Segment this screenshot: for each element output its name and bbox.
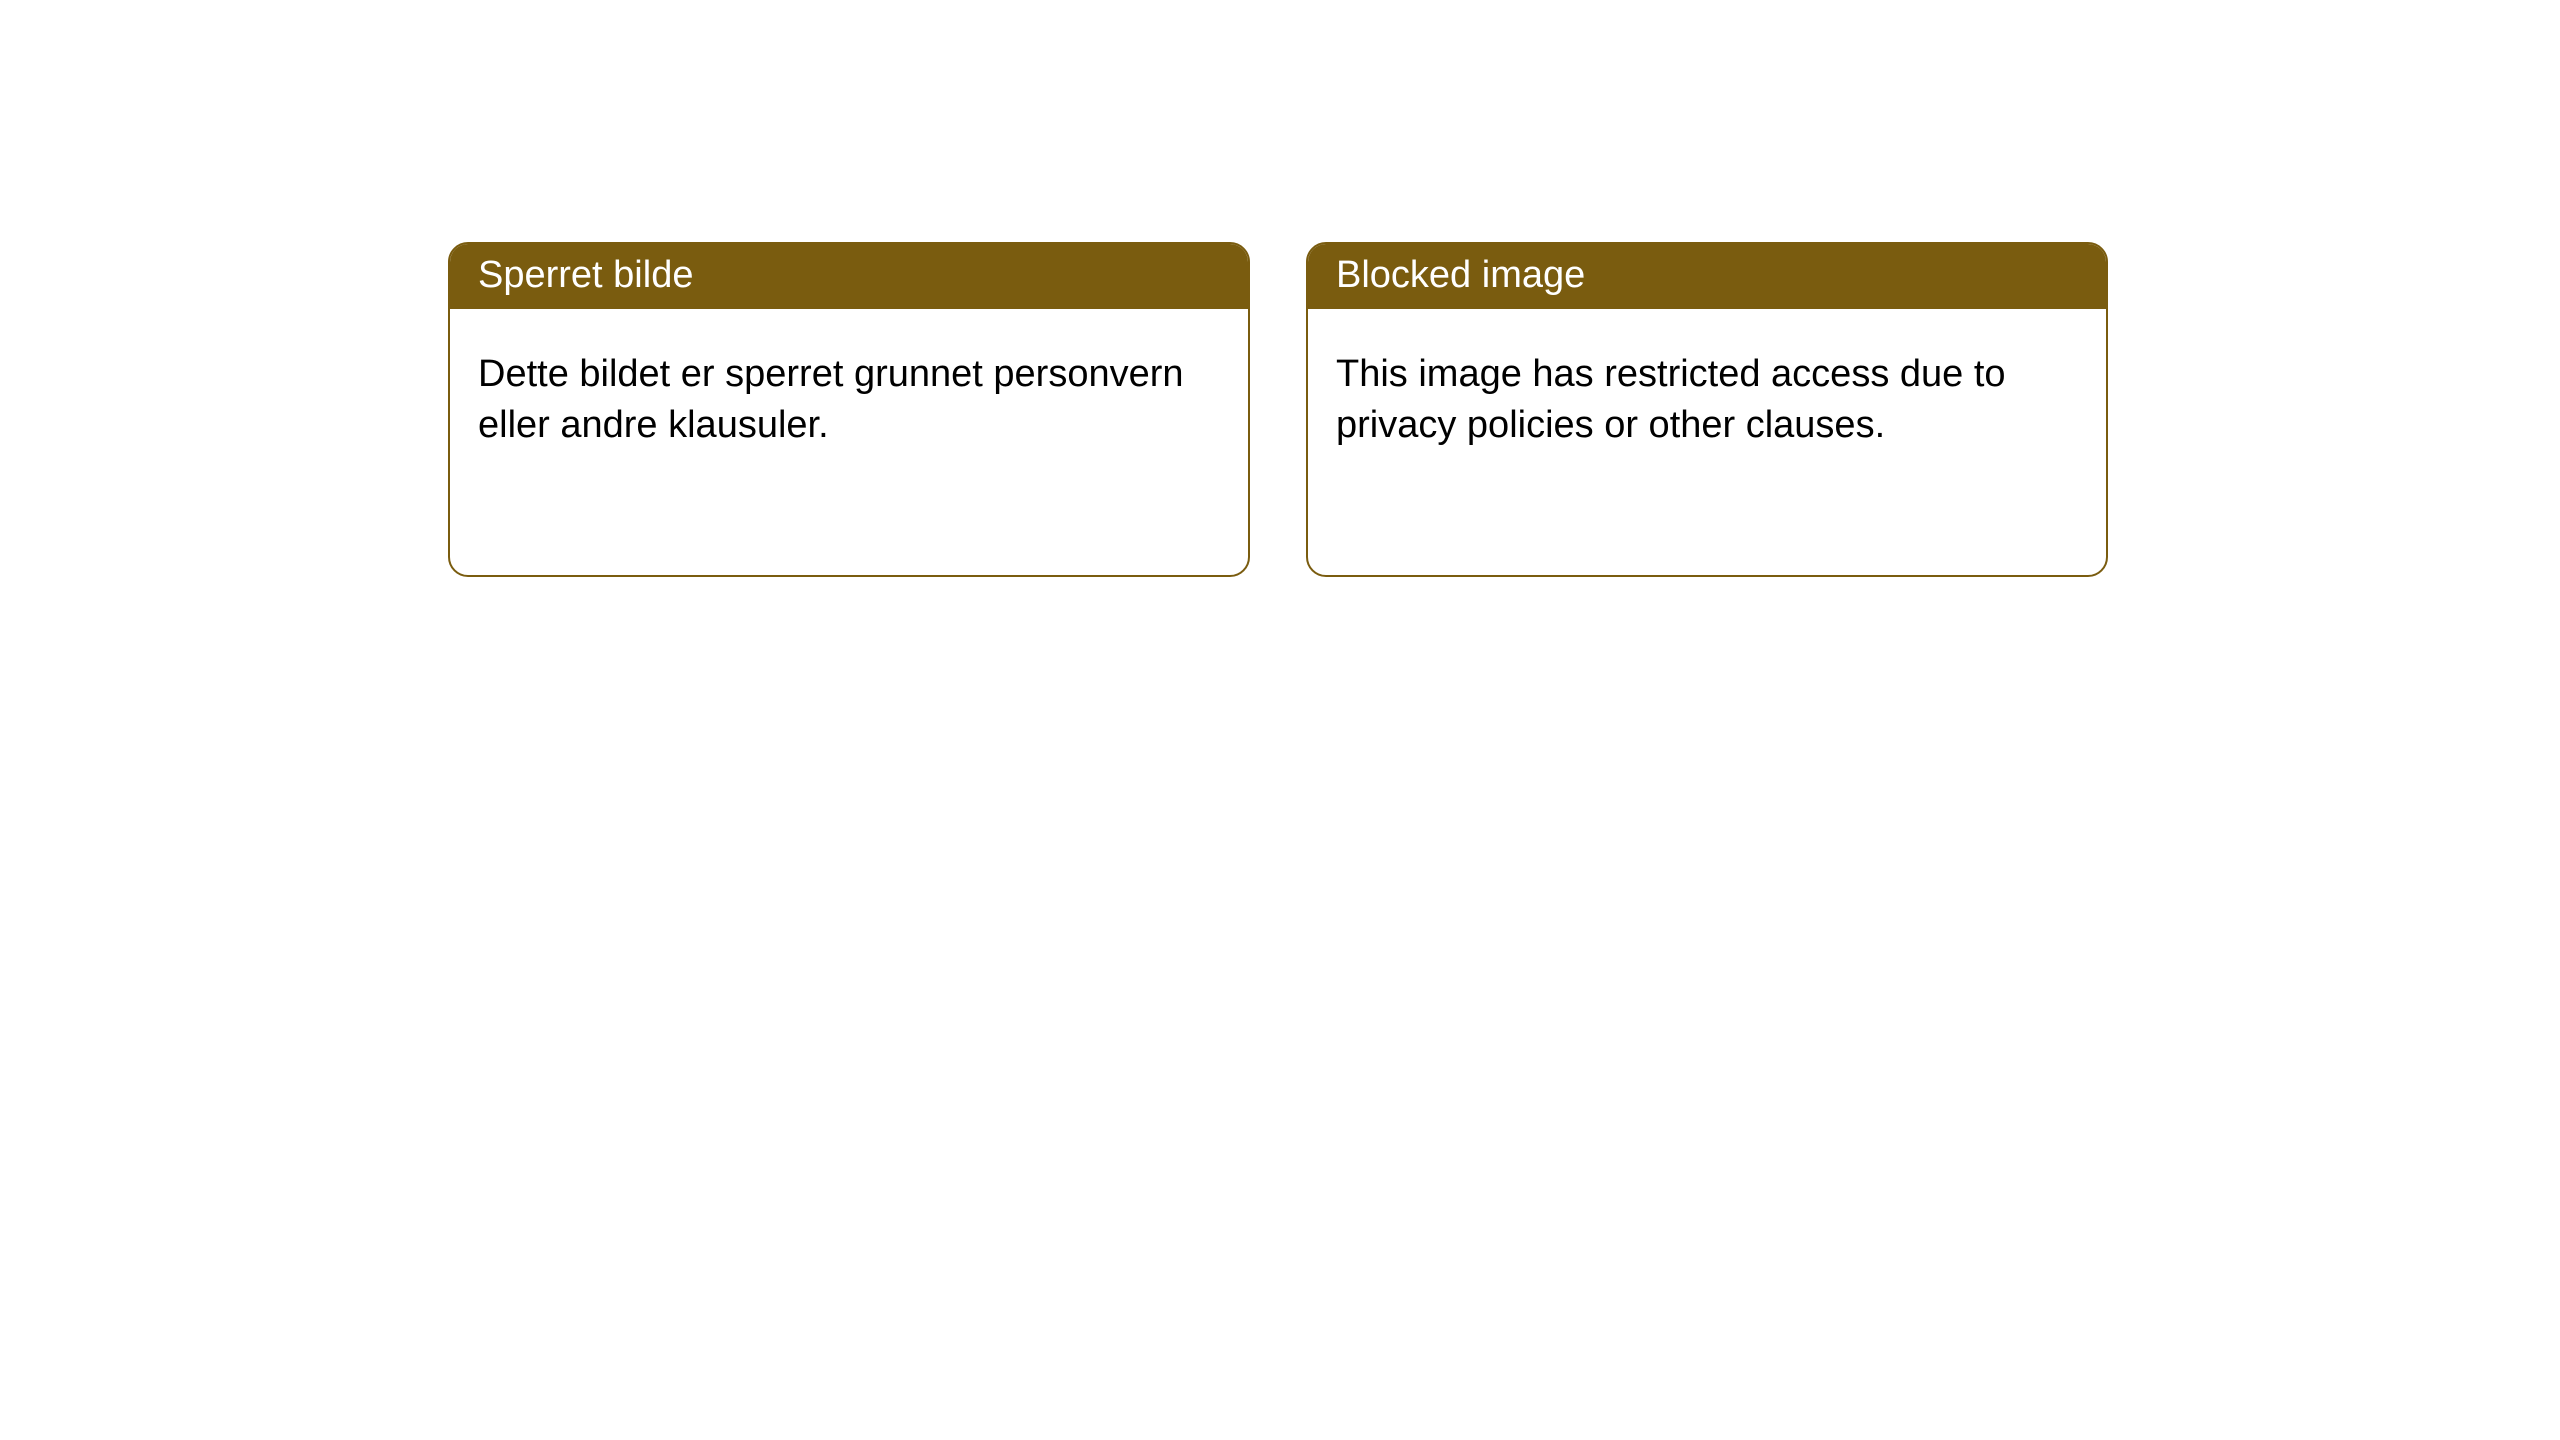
notice-card-norwegian: Sperret bilde Dette bildet er sperret gr… bbox=[448, 242, 1250, 577]
notice-container: Sperret bilde Dette bildet er sperret gr… bbox=[0, 0, 2560, 577]
card-body: This image has restricted access due to … bbox=[1308, 309, 2106, 492]
card-body: Dette bildet er sperret grunnet personve… bbox=[450, 309, 1248, 492]
notice-card-english: Blocked image This image has restricted … bbox=[1306, 242, 2108, 577]
card-title: Blocked image bbox=[1308, 244, 2106, 309]
card-title: Sperret bilde bbox=[450, 244, 1248, 309]
